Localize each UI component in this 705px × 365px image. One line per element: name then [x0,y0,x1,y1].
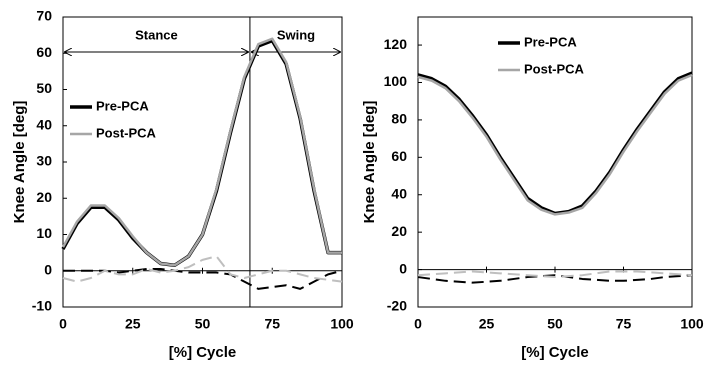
x-tick-label: 25 [479,316,495,332]
y-tick-label: 0 [399,260,407,276]
phase-label: Stance [135,27,178,42]
data-line [61,37,342,267]
y-tick-label: 50 [36,80,52,96]
y-tick-label: 120 [384,36,408,52]
difference-line [62,255,343,283]
phase-label: Swing [277,27,315,42]
difference-line [63,267,343,290]
y-axis-label: Knee Angle [deg] [11,101,28,224]
y-tick-label: 60 [391,148,407,164]
plot-frame [62,16,343,308]
x-tick-label: 0 [414,316,422,332]
y-tick-label: 80 [391,111,407,127]
x-tick-label: 50 [547,316,563,332]
y-axis-label: Knee Angle [deg] [361,101,378,224]
plot-frame [417,16,693,308]
x-tick-label: 0 [59,316,67,332]
x-tick-label: 25 [125,316,141,332]
legend-label: Pre-PCA [524,34,577,49]
y-tick-label: 20 [36,189,52,205]
x-axis-label: [%] Cycle [169,344,237,361]
legend-label: Pre-PCA [96,98,149,113]
difference-line [417,274,693,284]
y-tick-label: 30 [36,153,52,169]
y-tick-label: 20 [391,223,407,239]
x-tick-label: 100 [330,316,354,332]
y-tick-label: 60 [36,44,52,60]
legend-label: Post-PCA [96,125,157,140]
x-tick-label: 100 [680,316,704,332]
x-tick-label: 75 [264,316,280,332]
y-tick-label: 0 [44,261,52,277]
legend-label: Post-PCA [524,61,585,76]
y-tick-label: 10 [36,225,52,241]
y-tick-label: -10 [32,298,52,314]
y-tick-label: 40 [391,185,407,201]
x-tick-label: 50 [195,316,211,332]
y-tick-label: 40 [36,116,52,132]
difference-line [417,270,693,279]
y-tick-label: 100 [384,73,408,89]
x-tick-label: 75 [616,316,632,332]
data-line [417,73,693,216]
y-tick-label: 70 [36,8,52,24]
data-line [417,71,693,216]
y-tick-label: -20 [387,298,407,314]
x-axis-label: [%] Cycle [521,344,589,361]
